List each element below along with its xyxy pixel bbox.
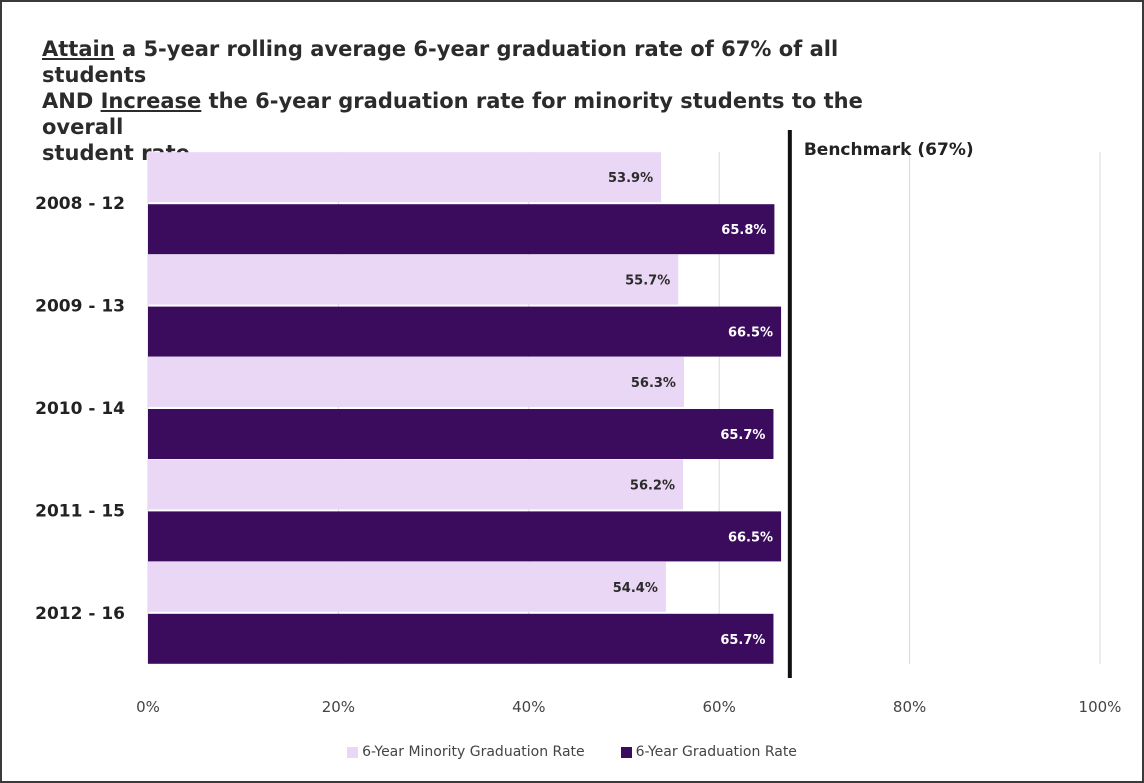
data-label-minority: 56.2% bbox=[630, 478, 675, 493]
category-label: 2009 - 13 bbox=[35, 297, 125, 317]
x-tick-label: 20% bbox=[322, 698, 355, 716]
bar-overall bbox=[148, 409, 774, 459]
category-label: 2012 - 16 bbox=[35, 604, 125, 624]
legend-label-overall: 6-Year Graduation Rate bbox=[635, 744, 797, 760]
data-label-minority: 55.7% bbox=[625, 274, 670, 289]
title-line-2: AND Increase the 6-year graduation rate … bbox=[42, 88, 942, 140]
data-label-minority: 53.9% bbox=[608, 171, 653, 186]
bar-overall bbox=[148, 511, 782, 562]
title-line-2-text: the 6-year graduation rate for minority … bbox=[42, 89, 863, 139]
data-label-minority: 54.4% bbox=[613, 581, 658, 596]
data-label-overall: 65.7% bbox=[720, 428, 765, 443]
bar-overall bbox=[148, 204, 775, 255]
category-label: 2008 - 12 bbox=[35, 194, 125, 214]
legend-item-minority: 6-Year Minority Graduation Rate bbox=[347, 744, 585, 760]
bar-minority bbox=[148, 254, 679, 305]
data-label-overall: 66.5% bbox=[728, 530, 773, 545]
data-label-overall: 65.8% bbox=[721, 223, 766, 238]
title-line-1: Attain a 5-year rolling average 6-year g… bbox=[42, 36, 942, 88]
benchmark-label: Benchmark (67%) bbox=[804, 140, 974, 160]
data-label-overall: 66.5% bbox=[728, 326, 773, 341]
legend-swatch-overall bbox=[620, 746, 632, 758]
x-tick-label: 40% bbox=[512, 698, 545, 716]
x-tick-label: 100% bbox=[1079, 698, 1122, 716]
chart-title: Attain a 5-year rolling average 6-year g… bbox=[42, 36, 942, 166]
data-label-minority: 56.3% bbox=[631, 376, 676, 391]
title-line-2-prefix: AND bbox=[42, 89, 101, 113]
legend: 6-Year Minority Graduation Rate 6-Year G… bbox=[0, 744, 1144, 760]
bar-minority bbox=[148, 561, 666, 612]
legend-swatch-minority bbox=[347, 746, 359, 758]
x-tick-label: 0% bbox=[136, 698, 160, 716]
x-tick-label: 80% bbox=[893, 698, 926, 716]
bar-minority bbox=[148, 357, 684, 407]
category-label: 2010 - 14 bbox=[35, 399, 125, 419]
legend-item-overall: 6-Year Graduation Rate bbox=[620, 744, 797, 760]
category-label: 2011 - 15 bbox=[35, 501, 125, 521]
legend-label-minority: 6-Year Minority Graduation Rate bbox=[362, 744, 585, 760]
bar-overall bbox=[148, 306, 782, 357]
bar-overall bbox=[148, 613, 774, 664]
title-line-1-text: a 5-year rolling average 6-year graduati… bbox=[42, 37, 839, 87]
title-word-attain: Attain bbox=[42, 37, 115, 61]
x-tick-label: 60% bbox=[703, 698, 736, 716]
bar-minority bbox=[148, 459, 684, 510]
data-label-overall: 65.7% bbox=[720, 633, 765, 648]
title-word-increase: Increase bbox=[100, 89, 202, 113]
bar-minority bbox=[148, 152, 662, 203]
